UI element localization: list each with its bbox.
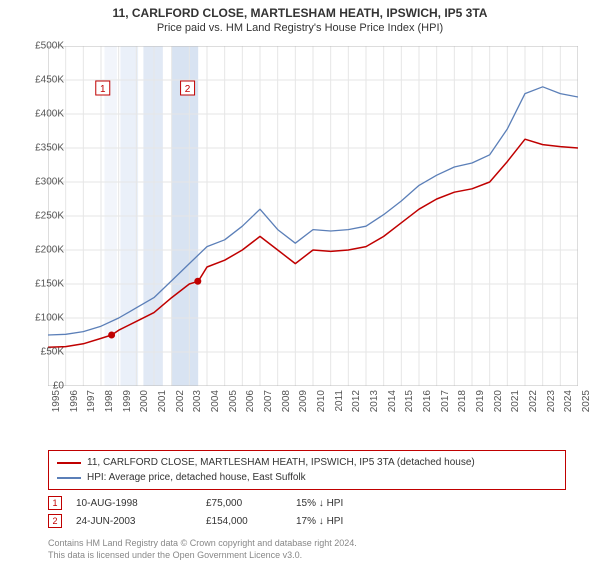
legend-swatch-1 bbox=[57, 477, 81, 479]
legend-row-0: 11, CARLFORD CLOSE, MARTLESHAM HEATH, IP… bbox=[57, 455, 557, 470]
xtick-label: 2006 bbox=[245, 390, 256, 412]
transaction-marker-1: 2 bbox=[48, 514, 62, 528]
xtick-label: 2023 bbox=[546, 390, 557, 412]
xtick-label: 2018 bbox=[457, 390, 468, 412]
xtick-label: 2004 bbox=[210, 390, 221, 412]
transaction-date-0: 10-AUG-1998 bbox=[76, 498, 206, 509]
legend-box: 11, CARLFORD CLOSE, MARTLESHAM HEATH, IP… bbox=[48, 450, 566, 490]
footer-attribution: Contains HM Land Registry data © Crown c… bbox=[48, 538, 357, 561]
chart-svg: 12 bbox=[48, 46, 578, 386]
ytick-label: £350K bbox=[24, 143, 64, 154]
xtick-label: 1995 bbox=[51, 390, 62, 412]
xtick-label: 2020 bbox=[493, 390, 504, 412]
xtick-label: 2014 bbox=[387, 390, 398, 412]
ytick-label: £450K bbox=[24, 75, 64, 86]
legend-swatch-0 bbox=[57, 462, 81, 464]
legend-row-1: HPI: Average price, detached house, East… bbox=[57, 470, 557, 485]
ytick-label: £200K bbox=[24, 245, 64, 256]
xtick-label: 2008 bbox=[281, 390, 292, 412]
xtick-label: 2011 bbox=[334, 390, 345, 412]
transaction-pct-1: 17% ↓ HPI bbox=[296, 516, 396, 527]
svg-text:2: 2 bbox=[185, 84, 191, 95]
transaction-marker-0: 1 bbox=[48, 496, 62, 510]
transaction-price-0: £75,000 bbox=[206, 498, 296, 509]
xtick-label: 2001 bbox=[157, 390, 168, 412]
xtick-label: 1999 bbox=[122, 390, 133, 412]
transaction-price-1: £154,000 bbox=[206, 516, 296, 527]
legend-label-0: 11, CARLFORD CLOSE, MARTLESHAM HEATH, IP… bbox=[87, 455, 475, 470]
ytick-label: £250K bbox=[24, 211, 64, 222]
xtick-label: 2021 bbox=[510, 390, 521, 412]
transaction-row-0: 1 10-AUG-1998 £75,000 15% ↓ HPI bbox=[48, 494, 396, 512]
xtick-label: 2000 bbox=[139, 390, 150, 412]
xtick-label: 2015 bbox=[404, 390, 415, 412]
xtick-label: 2019 bbox=[475, 390, 486, 412]
ytick-label: £150K bbox=[24, 279, 64, 290]
transaction-row-1: 2 24-JUN-2003 £154,000 17% ↓ HPI bbox=[48, 512, 396, 530]
svg-text:1: 1 bbox=[100, 84, 106, 95]
xtick-label: 2012 bbox=[351, 390, 362, 412]
xtick-label: 2010 bbox=[316, 390, 327, 412]
xtick-label: 2002 bbox=[175, 390, 186, 412]
xtick-label: 2016 bbox=[422, 390, 433, 412]
footer-line1: Contains HM Land Registry data © Crown c… bbox=[48, 538, 357, 550]
ytick-label: £50K bbox=[24, 347, 64, 358]
xtick-label: 2024 bbox=[563, 390, 574, 412]
ytick-label: £300K bbox=[24, 177, 64, 188]
xtick-label: 2022 bbox=[528, 390, 539, 412]
xtick-label: 2017 bbox=[440, 390, 451, 412]
xtick-label: 2025 bbox=[581, 390, 592, 412]
xtick-label: 2013 bbox=[369, 390, 380, 412]
xtick-label: 1996 bbox=[69, 390, 80, 412]
transaction-pct-0: 15% ↓ HPI bbox=[296, 498, 396, 509]
ytick-label: £500K bbox=[24, 41, 64, 52]
chart-title: 11, CARLFORD CLOSE, MARTLESHAM HEATH, IP… bbox=[0, 6, 600, 20]
xtick-label: 2007 bbox=[263, 390, 274, 412]
xtick-label: 1997 bbox=[86, 390, 97, 412]
xtick-label: 2005 bbox=[228, 390, 239, 412]
chart-subtitle: Price paid vs. HM Land Registry's House … bbox=[0, 22, 600, 34]
ytick-label: £100K bbox=[24, 313, 64, 324]
chart-container: 11, CARLFORD CLOSE, MARTLESHAM HEATH, IP… bbox=[0, 6, 600, 566]
xtick-label: 2009 bbox=[298, 390, 309, 412]
transaction-date-1: 24-JUN-2003 bbox=[76, 516, 206, 527]
xtick-label: 1998 bbox=[104, 390, 115, 412]
legend-label-1: HPI: Average price, detached house, East… bbox=[87, 470, 306, 485]
xtick-label: 2003 bbox=[192, 390, 203, 412]
transactions-table: 1 10-AUG-1998 £75,000 15% ↓ HPI 2 24-JUN… bbox=[48, 494, 396, 530]
ytick-label: £400K bbox=[24, 109, 64, 120]
